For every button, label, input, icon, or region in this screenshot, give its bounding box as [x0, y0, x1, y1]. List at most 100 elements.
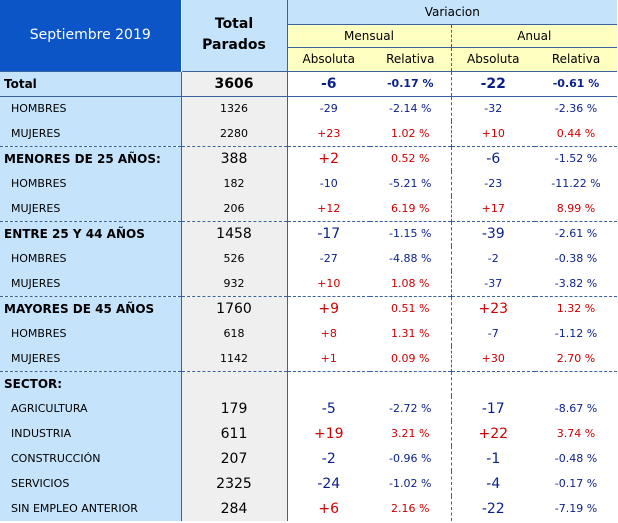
mensual-absoluta-cell: +23: [287, 121, 370, 146]
total-parados-cell: 182: [181, 171, 288, 196]
row-label: HOMBRES: [0, 246, 182, 271]
total-parados-cell: 1326: [181, 95, 288, 121]
anual-absoluta-cell: -39: [451, 220, 535, 246]
table-row: Total 3606 -6 -0.17 % -22 -0.61 %: [0, 70, 618, 96]
table-row: AGRICULTURA 179 -5 -2.72 % -17 -8.67 %: [0, 396, 618, 421]
table-row: SIN EMPLEO ANTERIOR 284 +6 2.16 % -22 -7.19 %: [0, 496, 618, 521]
row-label: SECTOR:: [0, 370, 182, 396]
anual-absoluta-cell: -32: [451, 95, 535, 121]
anual-absoluta-cell: +22: [451, 421, 535, 446]
anual-absoluta-cell: -23: [451, 171, 535, 196]
mensual-absoluta-cell: +12: [287, 196, 370, 221]
anual-absoluta-cell: -7: [451, 321, 535, 346]
anual-relativa-cell: 8.99 %: [535, 196, 618, 221]
anual-absoluta-cell: +30: [451, 346, 535, 371]
total-parados-cell: 1760: [181, 295, 288, 321]
table-row: MUJERES 206 +12 6.19 % +17 8.99 %: [0, 196, 618, 221]
mensual-relativa-header: Relativa: [370, 46, 452, 71]
total-parados-header: Total Parados: [181, 0, 288, 71]
mensual-absoluta-cell: [287, 370, 370, 396]
table-row: MUJERES 932 +10 1.08 % -37 -3.82 %: [0, 271, 618, 296]
mensual-absoluta-cell: -17: [287, 220, 370, 246]
mensual-relativa-cell: 6.19 %: [370, 196, 452, 221]
total-parados-cell: 3606: [181, 70, 288, 96]
anual-absoluta-cell: +17: [451, 196, 535, 221]
total-parados-cell: 284: [181, 496, 288, 521]
anual-absoluta-cell: +23: [451, 295, 535, 321]
mensual-relativa-cell: 3.21 %: [370, 421, 452, 446]
mensual-relativa-cell: -2.14 %: [370, 95, 452, 121]
mensual-relativa-cell: -0.96 %: [370, 446, 452, 471]
total-parados-cell: 1142: [181, 346, 288, 371]
mensual-absoluta-cell: -10: [287, 171, 370, 196]
row-label: HOMBRES: [0, 171, 182, 196]
anual-relativa-cell: -2.36 %: [535, 95, 618, 121]
table-row: MUJERES 1142 +1 0.09 % +30 2.70 %: [0, 346, 618, 371]
total-parados-cell: 526: [181, 246, 288, 271]
anual-absoluta-cell: -4: [451, 471, 535, 496]
anual-relativa-cell: [535, 370, 618, 396]
total-parados-cell: [181, 370, 288, 396]
anual-relativa-cell: 0.44 %: [535, 121, 618, 146]
table-row: MAYORES DE 45 AÑOS 1760 +9 0.51 % +23 1.32 %: [0, 295, 618, 321]
mensual-absoluta-cell: +6: [287, 496, 370, 521]
mensual-relativa-cell: 1.02 %: [370, 121, 452, 146]
mensual-absoluta-cell: +2: [287, 145, 370, 171]
anual-absoluta-cell: +10: [451, 121, 535, 146]
total-parados-cell: 2280: [181, 121, 288, 146]
mensual-absoluta-cell: -6: [287, 70, 370, 96]
table-row: HOMBRES 182 -10 -5.21 % -23 -11.22 %: [0, 171, 618, 196]
table-row: HOMBRES 526 -27 -4.88 % -2 -0.38 %: [0, 246, 618, 271]
anual-relativa-cell: 3.74 %: [535, 421, 618, 446]
mensual-header: Mensual: [287, 24, 452, 47]
anual-relativa-cell: -11.22 %: [535, 171, 618, 196]
mensual-relativa-cell: -5.21 %: [370, 171, 452, 196]
total-parados-cell: 611: [181, 421, 288, 446]
anual-header: Anual: [451, 24, 618, 47]
table-row: HOMBRES 1326 -29 -2.14 % -32 -2.36 %: [0, 95, 618, 121]
anual-relativa-cell: 1.32 %: [535, 295, 618, 321]
anual-absoluta-cell: -2: [451, 246, 535, 271]
variacion-header: Variacion: [287, 0, 618, 25]
total-parados-cell: 932: [181, 271, 288, 296]
anual-absoluta-cell: -22: [451, 496, 535, 521]
row-label: SERVICIOS: [0, 471, 182, 496]
anual-absoluta-header: Absoluta: [451, 46, 535, 71]
total-parados-cell: 618: [181, 321, 288, 346]
row-label: MUJERES: [0, 196, 182, 221]
anual-relativa-cell: -0.48 %: [535, 446, 618, 471]
row-label: HOMBRES: [0, 95, 182, 121]
row-label: HOMBRES: [0, 321, 182, 346]
anual-absoluta-cell: -22: [451, 70, 535, 96]
table-row: MENORES DE 25 AÑOS: 388 +2 0.52 % -6 -1.52 %: [0, 145, 618, 171]
row-label: MAYORES DE 45 AÑOS: [0, 295, 182, 321]
row-label: INDUSTRIA: [0, 421, 182, 446]
anual-relativa-cell: -1.12 %: [535, 321, 618, 346]
anual-absoluta-cell: -17: [451, 396, 535, 421]
total-parados-cell: 388: [181, 145, 288, 171]
mensual-relativa-cell: 1.08 %: [370, 271, 452, 296]
total-parados-cell: 207: [181, 446, 288, 471]
table-body: Total 3606 -6 -0.17 % -22 -0.61 % HOMBRES 1326-…: [0, 70, 618, 521]
table-row: MUJERES 2280 +23 1.02 % +10 0.44 %: [0, 121, 618, 146]
mensual-absoluta-cell: -29: [287, 95, 370, 121]
anual-relativa-cell: -0.38 %: [535, 246, 618, 271]
table-row: INDUSTRIA 611 +19 3.21 % +22 3.74 %: [0, 421, 618, 446]
table-row: SERVICIOS 2325 -24 -1.02 % -4 -0.17 %: [0, 471, 618, 496]
total-parados-cell: 1458: [181, 220, 288, 246]
mensual-absoluta-header: Absoluta: [287, 46, 370, 71]
mensual-absoluta-cell: -2: [287, 446, 370, 471]
anual-absoluta-cell: [451, 370, 535, 396]
anual-relativa-cell: -1.52 %: [535, 145, 618, 171]
mensual-relativa-cell: -4.88 %: [370, 246, 452, 271]
anual-absoluta-cell: -1: [451, 446, 535, 471]
mensual-absoluta-cell: +10: [287, 271, 370, 296]
mensual-relativa-cell: 0.51 %: [370, 295, 452, 321]
mensual-relativa-cell: -1.02 %: [370, 471, 452, 496]
mensual-relativa-cell: -2.72 %: [370, 396, 452, 421]
mensual-relativa-cell: -1.15 %: [370, 220, 452, 246]
row-label: MUJERES: [0, 121, 182, 146]
mensual-absoluta-cell: +19: [287, 421, 370, 446]
total-parados-cell: 206: [181, 196, 288, 221]
